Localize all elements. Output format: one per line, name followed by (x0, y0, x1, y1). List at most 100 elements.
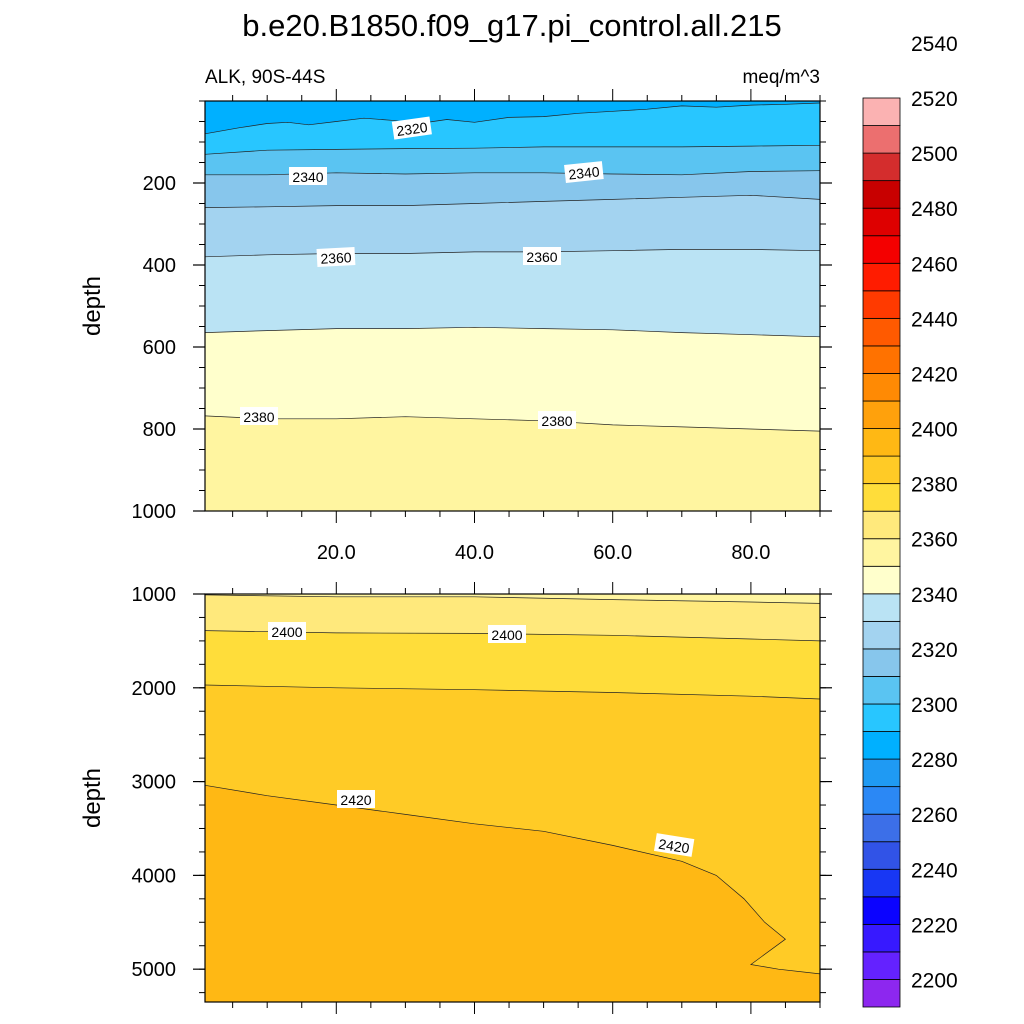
colorbar-swatch (862, 538, 901, 567)
contour-label-background (523, 247, 561, 265)
colorbar-swatch (862, 703, 901, 732)
y-tick-label: 1000 (132, 501, 177, 523)
filled-band-2360 (205, 249, 820, 337)
contour-label-group: 2380 (538, 411, 576, 429)
contour-label-background (268, 622, 306, 640)
colorbar-swatch (862, 979, 901, 1008)
contour-label-group: 2380 (240, 407, 278, 425)
contour-line-2375 (204, 415, 821, 432)
y-tick-label: 2000 (132, 678, 177, 700)
contour-label-group: 2340 (564, 161, 604, 183)
colorbar-swatch (862, 813, 901, 843)
contour-label: 2360 (526, 249, 557, 265)
filled-band-2380 (205, 415, 820, 511)
contour-label: 2380 (541, 413, 572, 429)
contour-line-2345 (204, 194, 821, 208)
contour-line-2325 (204, 144, 821, 155)
contour-label: 2400 (491, 627, 522, 643)
filled-band-2310 (205, 101, 820, 134)
contour-label-background (653, 833, 695, 857)
contour-label: 2380 (243, 409, 274, 425)
colorbar-tick-label: 2340 (911, 584, 958, 607)
colorbar-swatch (862, 786, 901, 815)
contour-line-2365 (204, 326, 821, 338)
colorbar-tick-label: 2220 (911, 914, 958, 937)
lower-panel-y-axis-label: depth (79, 768, 106, 828)
colorbar-tick-label: 2420 (911, 364, 958, 387)
contour-label-group: 2400 (268, 622, 306, 640)
filled-band-2320 (205, 103, 820, 155)
y-tick-label: 400 (143, 255, 176, 277)
y-tick-label: 5000 (132, 959, 177, 981)
contour-label-background (316, 247, 356, 267)
contour-label-group: 2400 (488, 625, 526, 643)
colorbar-tick-label: 2360 (911, 529, 958, 552)
colorbar-tick-label: 2300 (911, 694, 958, 717)
y-tick-label: 3000 (132, 772, 177, 794)
colorbar-tick-label: 2400 (911, 419, 958, 442)
contour-line-2395 (204, 594, 821, 604)
filled-band-2370 (205, 327, 820, 432)
colorbar-tick-label: 2500 (911, 143, 958, 166)
filled-band-2390 (205, 594, 820, 604)
colorbar-swatch (862, 180, 901, 209)
colorbar-tick-label: 2380 (911, 474, 958, 497)
colorbar-swatch (862, 235, 901, 264)
lower-panel-frame (204, 593, 821, 1003)
contour-label: 2340 (292, 169, 323, 185)
contour-label-background (337, 790, 375, 808)
colorbar-tick-label: 2480 (911, 198, 958, 221)
colorbar-swatch (862, 428, 901, 457)
contour-label-group: 2420 (337, 790, 375, 808)
y-tick-label: 1000 (132, 584, 177, 606)
contour-label-background (240, 407, 278, 425)
chart-subtitle-left: ALK, 90S-44S (205, 67, 325, 88)
colorbar-swatch (862, 483, 901, 512)
colorbar-swatch (862, 841, 901, 870)
x-tick-label: 60.0 (593, 542, 632, 564)
filled-band-2340 (205, 170, 820, 208)
colorbar-swatch (862, 923, 901, 953)
contour-line-2415 (204, 684, 821, 700)
contour-label-group: 2320 (391, 116, 432, 140)
contour-label-group: 2340 (289, 167, 327, 185)
contour-label: 2340 (568, 163, 601, 182)
colorbar-swatch (862, 731, 901, 760)
y-tick-label: 600 (143, 337, 176, 359)
colorbar-swatch (862, 455, 901, 485)
colorbar-tick-label: 2200 (911, 970, 958, 993)
colorbar-swatch (862, 345, 901, 374)
filled-band-2430 (205, 785, 820, 1002)
colorbar-tick-label: 2460 (911, 253, 958, 276)
contour-line-2315 (204, 102, 821, 135)
contour-label: 2400 (271, 624, 302, 640)
contour-line-2405 (204, 630, 821, 642)
colorbar-swatch (862, 317, 901, 347)
colorbar-swatch (862, 97, 901, 126)
colorbar-swatch (862, 648, 901, 677)
filled-band-2330 (205, 145, 820, 175)
filled-band-2420 (205, 685, 820, 974)
contour-label-background (289, 167, 327, 185)
colorbar-swatch (862, 207, 901, 237)
contour-label-background (488, 625, 526, 643)
chart-title: b.e20.B1850.f09_g17.pi_control.all.215 (242, 8, 782, 43)
lower-depth-panel: 2400 2400 2420 2420 1000 2000 3000 4000 5000 de… (79, 582, 832, 1014)
contour-label: 2320 (395, 119, 428, 139)
contour-label-group: 2360 (316, 247, 356, 267)
contour-label: 2420 (657, 836, 690, 857)
colorbar-tick-label: 2280 (911, 749, 958, 772)
colorbar-swatch (862, 951, 901, 980)
contour-label: 2360 (320, 249, 352, 267)
colorbar-swatch (862, 868, 901, 898)
contour-label-background (564, 161, 604, 183)
filled-band-2410 (205, 630, 820, 699)
colorbar-swatch (862, 290, 901, 319)
colorbar-swatch (862, 565, 901, 595)
colorbar-swatch (862, 758, 901, 788)
upper-panel-frame (204, 100, 821, 512)
colorbar-tick-label: 2240 (911, 859, 958, 882)
colorbar-swatch (862, 676, 901, 705)
colorbar-tick-label: 2520 (911, 88, 958, 111)
colorbar-swatch (862, 152, 901, 182)
